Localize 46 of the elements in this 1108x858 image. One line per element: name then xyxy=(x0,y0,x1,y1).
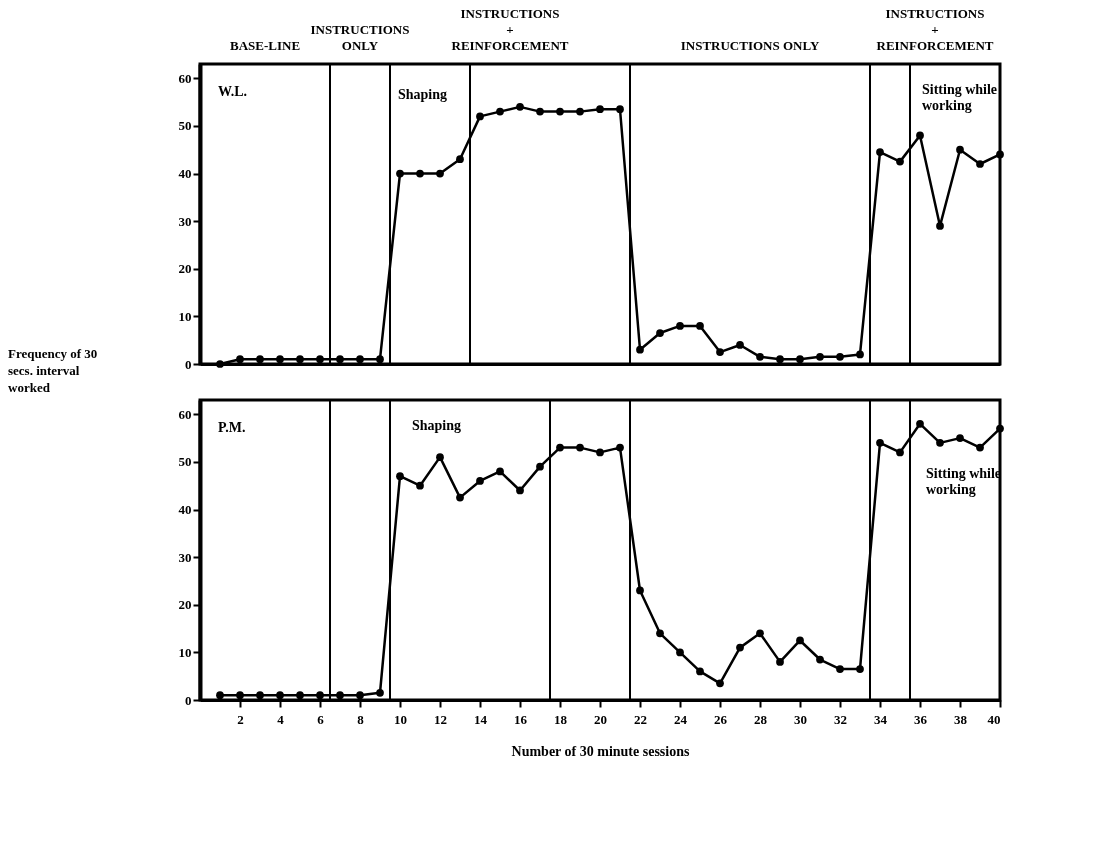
y-tick-label: 0 xyxy=(185,692,192,708)
y-tick-label: 10 xyxy=(178,308,192,324)
y-tick-label: 50 xyxy=(178,118,192,134)
x-tick-label: 22 xyxy=(634,711,647,727)
y-tick-label: 40 xyxy=(178,502,192,518)
y-tick-label: 20 xyxy=(178,261,192,277)
x-tick-label: 36 xyxy=(914,711,928,727)
text: INSTRUCTIONS + REINFORCEMENT xyxy=(451,6,569,53)
text: W.L. xyxy=(218,84,248,99)
x-tick-label: 34 xyxy=(874,711,888,727)
x-tick-label: 18 xyxy=(554,711,568,727)
y-tick-label: 30 xyxy=(178,213,192,229)
x-tick-label: 28 xyxy=(754,711,768,727)
x-tick-label: 10 xyxy=(394,711,407,727)
y-tick-label: 50 xyxy=(178,454,192,470)
x-tick-label: 40 xyxy=(987,711,1001,727)
text: P.M. xyxy=(218,420,246,435)
annotation: Sitting while working xyxy=(922,82,998,114)
x-axis-title: Number of 30 minute sessions xyxy=(511,743,690,759)
x-tick-label: 6 xyxy=(317,711,325,727)
text: INSTRUCTIONS + REINFORCEMENT xyxy=(876,6,994,53)
annotation: Shaping xyxy=(398,86,448,102)
x-tick-label: 14 xyxy=(474,711,488,727)
x-tick-label: 4 xyxy=(277,711,285,727)
text: INSTRUCTIONS ONLY xyxy=(310,22,410,53)
annotation: Shaping xyxy=(412,418,462,434)
x-tick-label: 16 xyxy=(514,711,528,727)
y-tick-label: 40 xyxy=(178,166,192,182)
y-axis-title: Frequency of 30 secs. interval worked xyxy=(8,346,98,395)
x-tick-label: 26 xyxy=(714,711,728,727)
y-tick-label: 60 xyxy=(178,70,192,86)
x-tick-label: 12 xyxy=(434,711,447,727)
x-tick-label: 30 xyxy=(794,711,807,727)
x-tick-label: 8 xyxy=(357,711,365,727)
y-tick-label: 30 xyxy=(178,549,192,565)
text: INSTRUCTIONS ONLY xyxy=(680,38,820,53)
x-tick-label: 24 xyxy=(674,711,688,727)
y-tick-label: 10 xyxy=(178,644,192,660)
x-tick-label: 20 xyxy=(594,711,607,727)
x-tick-label: 38 xyxy=(954,711,968,727)
text: BASE-LINE xyxy=(229,38,301,53)
y-tick-label: 60 xyxy=(178,406,192,422)
x-tick-label: 32 xyxy=(834,711,847,727)
y-tick-label: 20 xyxy=(178,597,192,613)
y-tick-label: 0 xyxy=(185,356,192,372)
x-tick-label: 2 xyxy=(237,711,244,727)
